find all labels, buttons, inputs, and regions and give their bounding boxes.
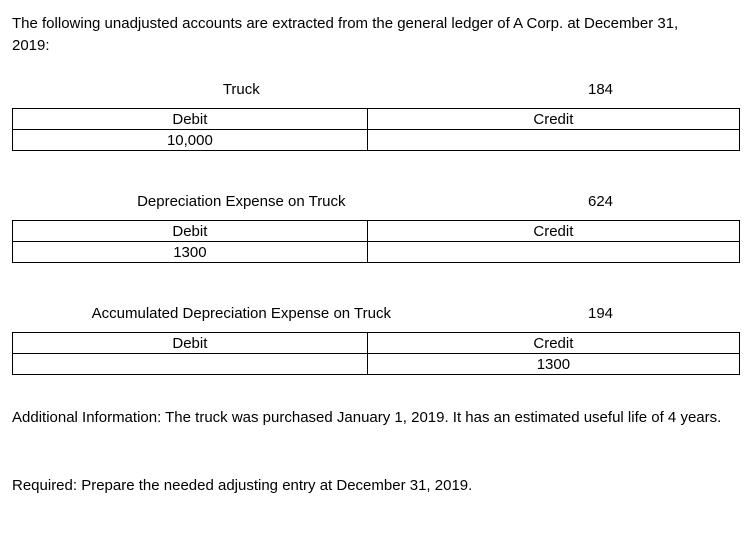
credit-header-cell: Credit [366, 108, 741, 130]
account-title: Truck [222, 81, 260, 98]
table-value-row: 10,000 [12, 129, 741, 151]
required-text: Required: Prepare the needed adjusting e… [12, 477, 473, 494]
table-header-row: Debit Credit [12, 332, 741, 354]
account-number: 194 [588, 305, 614, 322]
account-section-truck: Truck 184 Debit Credit 10,000 [12, 81, 741, 151]
table-value-row: 1300 [12, 353, 741, 375]
debit-header-cell: Debit [12, 220, 368, 242]
additional-info-text: Additional Information: The truck was pu… [12, 409, 722, 426]
debit-value-cell: 1300 [12, 241, 368, 263]
account-number: 184 [588, 81, 614, 98]
account-section-accumulated-depreciation: Accumulated Depreciation Expense on Truc… [12, 305, 741, 375]
credit-value-cell [366, 129, 741, 151]
table-header-row: Debit Credit [12, 108, 741, 130]
account-number: 624 [588, 193, 614, 210]
ledger-table: Debit Credit 1300 [12, 220, 741, 263]
account-heading: Depreciation Expense on Truck 624 [12, 193, 740, 215]
account-heading: Truck 184 [12, 81, 740, 103]
debit-value-cell [12, 353, 368, 375]
debit-header-cell: Debit [12, 108, 368, 130]
account-title: Accumulated Depreciation Expense on Truc… [91, 305, 391, 322]
document-page: The following unadjusted accounts are ex… [12, 15, 741, 494]
ledger-table: Debit Credit 1300 [12, 332, 741, 375]
credit-header-cell: Credit [366, 332, 741, 354]
credit-header-cell: Credit [366, 220, 741, 242]
credit-value-cell: 1300 [366, 353, 741, 375]
account-section-depreciation-expense: Depreciation Expense on Truck 624 Debit … [12, 193, 741, 263]
debit-value-cell: 10,000 [12, 129, 368, 151]
account-heading: Accumulated Depreciation Expense on Truc… [12, 305, 740, 327]
debit-header-cell: Debit [12, 332, 368, 354]
account-title: Depreciation Expense on Truck [137, 193, 346, 210]
intro-text: The following unadjusted accounts are ex… [12, 15, 679, 54]
ledger-table: Debit Credit 10,000 [12, 108, 741, 151]
table-value-row: 1300 [12, 241, 741, 263]
table-header-row: Debit Credit [12, 220, 741, 242]
credit-value-cell [366, 241, 741, 263]
